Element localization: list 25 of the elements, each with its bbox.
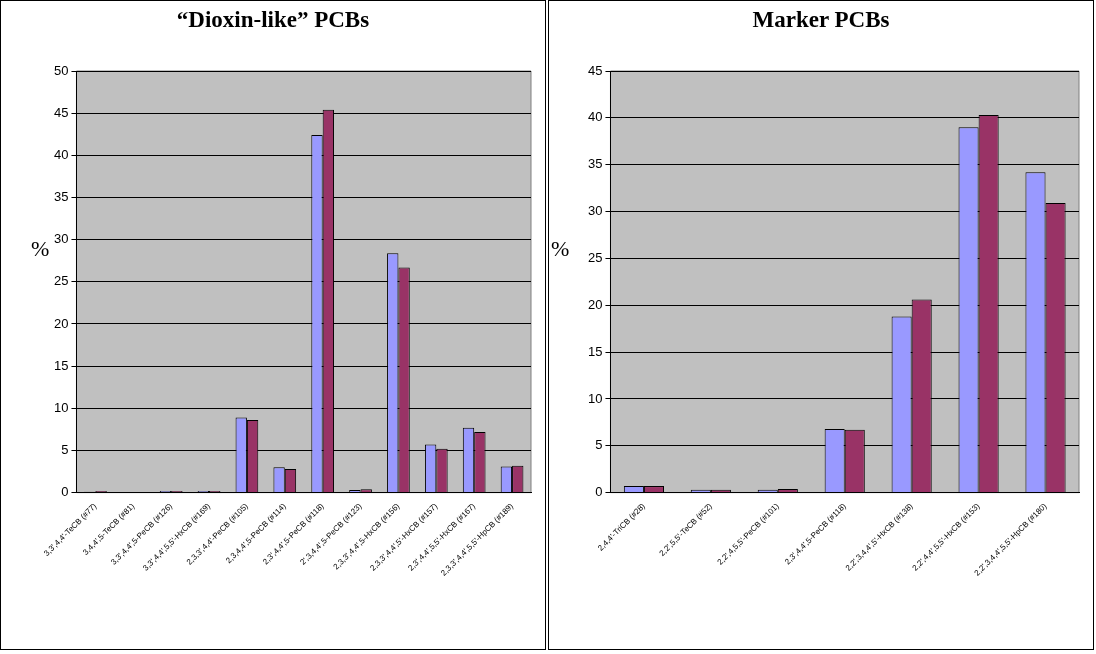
y-tick-label: 40 <box>587 109 603 125</box>
y-tick-label: 30 <box>53 231 69 247</box>
chart-title: “Dioxin-like” PCBs <box>175 7 371 33</box>
y-tick-label: 45 <box>53 104 69 120</box>
y-tick-label: 25 <box>53 273 69 289</box>
chart-title: Marker PCBs <box>751 7 891 33</box>
y-tick-label: 20 <box>587 296 603 312</box>
y-tick-label: 10 <box>587 390 603 406</box>
y-tick-label: 15 <box>587 343 603 359</box>
y-tick-label: 35 <box>53 189 69 205</box>
y-axis-title: % <box>31 236 50 262</box>
y-tick-label: 45 <box>587 62 603 78</box>
y-tick-label: 50 <box>53 62 69 78</box>
y-tick-label: 0 <box>61 484 69 500</box>
y-tick-label: 30 <box>587 203 603 219</box>
y-tick-label: 20 <box>53 315 69 331</box>
y-tick-label: 35 <box>587 156 603 172</box>
y-tick-label: 5 <box>61 442 69 458</box>
y-axis-title: % <box>551 236 570 262</box>
y-tick-label: 10 <box>53 399 69 415</box>
y-tick-label: 40 <box>53 146 69 162</box>
y-tick-label: 0 <box>595 484 603 500</box>
y-tick-label: 5 <box>595 437 603 453</box>
y-tick-label: 25 <box>587 249 603 265</box>
y-tick-label: 15 <box>53 357 69 373</box>
